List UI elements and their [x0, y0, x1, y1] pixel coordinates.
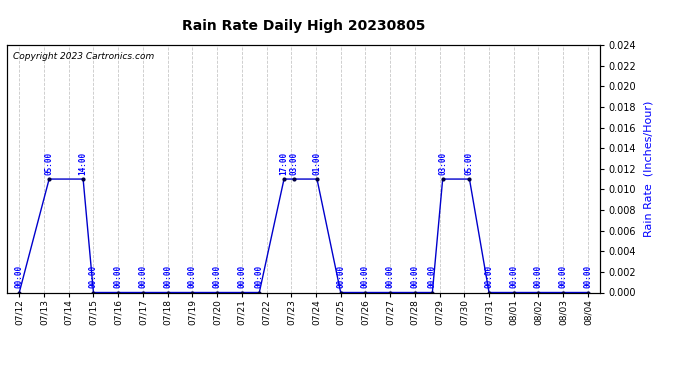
Text: 03:00: 03:00 [438, 152, 447, 175]
Text: 00:00: 00:00 [534, 265, 543, 288]
Text: 00:00: 00:00 [255, 265, 264, 288]
Text: 00:00: 00:00 [584, 265, 593, 288]
Y-axis label: Rain Rate  (Inches/Hour): Rain Rate (Inches/Hour) [643, 100, 653, 237]
Text: 14:00: 14:00 [79, 152, 88, 175]
Text: 05:00: 05:00 [465, 152, 474, 175]
Text: 00:00: 00:00 [89, 265, 98, 288]
Text: Rain Rate Daily High 20230805: Rain Rate Daily High 20230805 [182, 19, 425, 33]
Text: 00:00: 00:00 [139, 265, 148, 288]
Text: 00:00: 00:00 [163, 265, 172, 288]
Text: 00:00: 00:00 [336, 265, 345, 288]
Text: 00:00: 00:00 [559, 265, 568, 288]
Text: 00:00: 00:00 [386, 265, 395, 288]
Text: 01:00: 01:00 [313, 152, 322, 175]
Text: 00:00: 00:00 [14, 265, 23, 288]
Text: 00:00: 00:00 [188, 265, 197, 288]
Text: 17:00: 17:00 [279, 152, 288, 175]
Text: 03:00: 03:00 [290, 152, 299, 175]
Text: 00:00: 00:00 [411, 265, 420, 288]
Text: 05:00: 05:00 [45, 152, 54, 175]
Text: 00:00: 00:00 [428, 265, 437, 288]
Text: 00:00: 00:00 [509, 265, 518, 288]
Text: Copyright 2023 Cartronics.com: Copyright 2023 Cartronics.com [13, 53, 154, 62]
Text: 00:00: 00:00 [361, 265, 370, 288]
Text: 00:00: 00:00 [237, 265, 246, 288]
Text: 00:00: 00:00 [484, 265, 493, 288]
Text: 00:00: 00:00 [213, 265, 221, 288]
Text: 00:00: 00:00 [114, 265, 123, 288]
